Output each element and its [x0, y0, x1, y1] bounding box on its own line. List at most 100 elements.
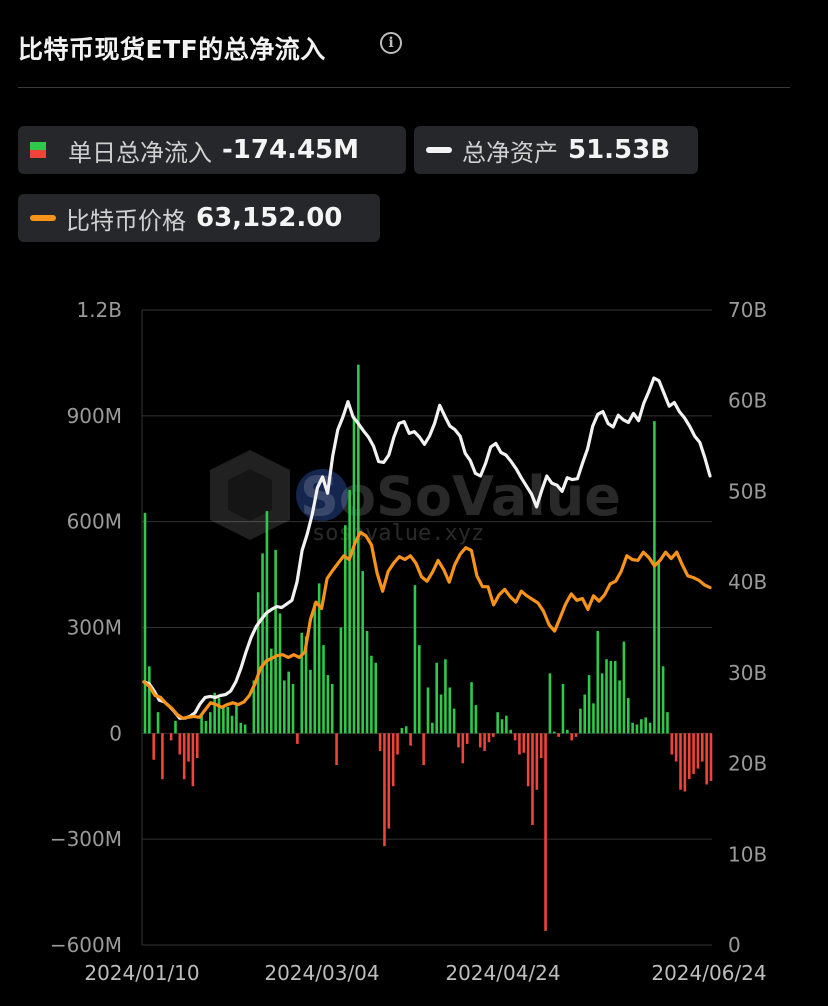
inflow-bar[interactable]: [378, 733, 382, 751]
inflow-bar[interactable]: [309, 669, 312, 734]
inflow-bar[interactable]: [613, 661, 617, 734]
inflow-bar[interactable]: [670, 733, 674, 755]
inflow-bar[interactable]: [513, 733, 517, 741]
inflow-bar[interactable]: [222, 706, 225, 734]
inflow-bar[interactable]: [666, 712, 669, 734]
inflow-bar[interactable]: [696, 733, 700, 769]
inflow-bar[interactable]: [705, 733, 708, 785]
inflow-bar[interactable]: [291, 683, 295, 734]
inflow-bar[interactable]: [618, 680, 621, 734]
inflow-bar[interactable]: [152, 733, 156, 760]
inflow-bar[interactable]: [239, 722, 243, 734]
inflow-bar[interactable]: [161, 733, 164, 780]
inflow-bar[interactable]: [583, 694, 587, 734]
inflow-bar[interactable]: [204, 720, 208, 734]
inflow-bar[interactable]: [357, 364, 360, 734]
inflow-bar[interactable]: [561, 683, 565, 734]
inflow-bar[interactable]: [296, 733, 299, 744]
inflow-bar[interactable]: [557, 733, 560, 737]
inflow-bar[interactable]: [457, 733, 460, 748]
inflow-bar[interactable]: [487, 733, 491, 743]
inflow-bar[interactable]: [339, 627, 343, 734]
inflow-bar[interactable]: [700, 733, 704, 762]
inflow-bar[interactable]: [687, 733, 691, 780]
inflow-bar[interactable]: [361, 571, 364, 734]
inflow-bar[interactable]: [226, 706, 230, 734]
inflow-bar[interactable]: [522, 733, 526, 753]
inflow-bar[interactable]: [431, 722, 434, 734]
inflow-bar[interactable]: [526, 733, 530, 787]
inflow-bar[interactable]: [709, 733, 713, 781]
inflow-bar[interactable]: [661, 666, 665, 734]
inflow-bar[interactable]: [518, 733, 521, 755]
inflow-bar[interactable]: [191, 733, 195, 787]
inflow-bar[interactable]: [213, 692, 216, 734]
inflow-bar[interactable]: [548, 673, 552, 734]
inflow-bar[interactable]: [635, 724, 639, 734]
inflow-bar[interactable]: [492, 733, 495, 737]
inflow-bar[interactable]: [304, 636, 308, 734]
inflow-bar[interactable]: [579, 708, 582, 734]
inflow-bar[interactable]: [574, 733, 578, 737]
inflow-bar[interactable]: [496, 712, 499, 734]
inflow-bar[interactable]: [640, 719, 643, 734]
inflow-bar[interactable]: [182, 733, 186, 780]
inflow-bar[interactable]: [274, 549, 277, 734]
inflow-bar[interactable]: [400, 728, 404, 734]
inflow-bar[interactable]: [265, 511, 269, 734]
inflow-bar[interactable]: [326, 675, 330, 734]
inflow-bar[interactable]: [439, 694, 443, 734]
inflow-bar[interactable]: [531, 733, 534, 826]
inflow-bar[interactable]: [335, 733, 338, 766]
inflow-bar[interactable]: [470, 682, 473, 734]
inflow-bar[interactable]: [261, 553, 264, 734]
inflow-bar[interactable]: [500, 719, 504, 734]
inflow-bar[interactable]: [539, 733, 543, 759]
inflow-bar[interactable]: [169, 733, 173, 741]
inflow-bar[interactable]: [444, 659, 447, 734]
inflow-bar[interactable]: [509, 729, 513, 734]
inflow-bar[interactable]: [478, 733, 482, 748]
total-assets-line[interactable]: [142, 376, 712, 720]
inflow-bar[interactable]: [217, 698, 221, 734]
inflow-bar[interactable]: [330, 683, 334, 734]
inflow-bar[interactable]: [600, 673, 604, 734]
inflow-bar[interactable]: [283, 680, 286, 734]
inflow-bar[interactable]: [235, 705, 238, 734]
inflow-bar[interactable]: [156, 712, 160, 734]
inflow-bar[interactable]: [644, 717, 647, 734]
inflow-bar[interactable]: [209, 712, 212, 734]
inflow-bar[interactable]: [287, 671, 290, 734]
inflow-bar[interactable]: [243, 724, 247, 734]
inflow-bar[interactable]: [544, 733, 547, 931]
inflow-bar[interactable]: [505, 715, 508, 734]
inflow-bar[interactable]: [252, 680, 256, 734]
inflow-bar[interactable]: [435, 662, 439, 734]
inflow-bar[interactable]: [448, 687, 452, 734]
inflow-bar[interactable]: [317, 583, 321, 734]
inflow-bar[interactable]: [626, 698, 630, 734]
inflow-bar[interactable]: [657, 562, 661, 734]
inflow-bar[interactable]: [631, 722, 634, 734]
inflow-bar[interactable]: [230, 715, 234, 734]
inflow-bar[interactable]: [300, 632, 304, 734]
inflow-bar[interactable]: [200, 715, 203, 734]
inflow-bar[interactable]: [148, 666, 151, 734]
inflow-bar[interactable]: [374, 662, 378, 734]
inflow-bar[interactable]: [592, 703, 595, 734]
inflow-bar[interactable]: [313, 602, 317, 734]
inflow-bar[interactable]: [352, 415, 356, 734]
inflow-bar[interactable]: [465, 733, 469, 744]
inflow-bar[interactable]: [278, 613, 282, 734]
inflow-bar[interactable]: [535, 733, 539, 790]
inflow-bar[interactable]: [461, 733, 465, 764]
inflow-bar[interactable]: [674, 733, 678, 762]
inflow-bar[interactable]: [256, 592, 260, 734]
inflow-bar[interactable]: [387, 733, 391, 829]
inflow-bar[interactable]: [187, 733, 190, 762]
inflow-bar[interactable]: [692, 733, 695, 774]
inflow-bar[interactable]: [343, 525, 347, 734]
inflow-bar[interactable]: [396, 733, 399, 755]
inflow-bar[interactable]: [552, 731, 556, 734]
